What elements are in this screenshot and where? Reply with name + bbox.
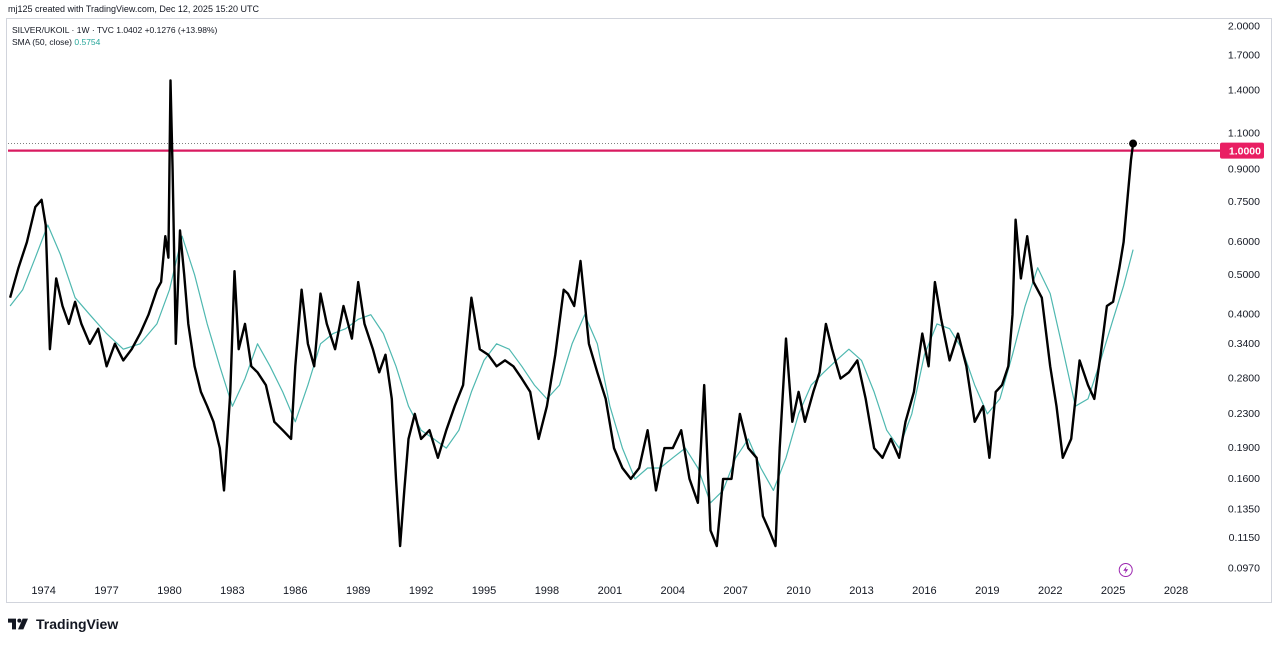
x-tick-label: 2016 [912,585,936,597]
x-tick-label: 2022 [1038,585,1062,597]
y-tick-label: 0.1600 [1228,473,1260,485]
chart-credit: mj125 created with TradingView.com, Dec … [8,4,259,14]
sma-series-line [9,224,1134,504]
level-badge: 1.0000 [1220,142,1264,159]
x-tick-label: 1995 [472,585,496,597]
y-tick-label: 0.1350 [1228,503,1260,515]
chart-legend: SILVER/UKOIL · 1W · TVC 1.0402 +0.1276 (… [12,24,217,48]
level-badge-label: 1.0000 [1229,146,1261,158]
x-tick-label: 2007 [723,585,747,597]
price-series-line [8,79,1135,548]
x-tick-label: 2013 [849,585,873,597]
x-tick-label: 2019 [975,585,999,597]
tradingview-logo-text: TradingView [36,616,119,632]
lightning-event-icon[interactable] [1118,563,1133,577]
x-tick-label: 1998 [535,585,559,597]
x-tick-label: 2025 [1101,585,1125,597]
x-tick-label: 1986 [283,585,307,597]
lightning-icon-bolt [1123,566,1129,574]
y-tick-label: 0.2800 [1228,373,1260,385]
y-tick-label: 0.3400 [1228,338,1260,350]
x-tick-label: 2010 [786,585,810,597]
y-tick-label: 0.7500 [1228,196,1260,208]
sma-indicator-info[interactable]: SMA (50, close) 0.5754 [12,36,217,48]
y-tick-label: 2.0000 [1228,20,1260,32]
y-tick-label: 0.6000 [1228,236,1260,248]
y-tick-label: 0.5000 [1228,269,1260,281]
x-tick-label: 1974 [31,585,55,597]
x-tick-label: 2004 [661,585,685,597]
sma-label: SMA (50, close) [12,37,72,47]
x-axis: 1974 1977 1980 1983 1986 1989 1992 1995 1998 2001… [31,585,1188,597]
y-tick-label: 1.4000 [1228,84,1260,96]
y-tick-label: 0.0970 [1228,563,1260,575]
x-tick-label: 1980 [157,585,181,597]
x-tick-label: 2001 [598,585,622,597]
y-tick-label: 0.1150 [1229,532,1260,544]
level-badge-bg [1220,142,1264,159]
tradingview-logo[interactable]: TradingView [8,616,118,632]
y-tick-label: 0.4000 [1228,309,1260,321]
x-tick-label: 1983 [220,585,244,597]
x-tick-label: 1992 [409,585,433,597]
y-tick-label: 1.7000 [1228,50,1260,62]
x-tick-label: 2028 [1164,585,1188,597]
y-tick-label: 1.1000 [1228,128,1260,140]
last-price-marker [1129,139,1138,148]
chart-frame[interactable] [6,18,1272,603]
symbol-info[interactable]: SILVER/UKOIL · 1W · TVC 1.0402 +0.1276 (… [12,25,218,35]
sma-value: 0.5754 [74,37,101,47]
y-tick-label: 0.1900 [1228,442,1260,454]
x-tick-label: 1977 [94,585,118,597]
y-tick-label: 0.2300 [1228,408,1260,420]
y-axis: 2.0000 1.7000 1.4000 1.1000 0.9000 0.7500 0.60… [1228,20,1260,574]
x-tick-label: 1989 [346,585,370,597]
tradingview-logo-icon [8,618,28,630]
y-tick-label: 0.9000 [1228,163,1260,175]
